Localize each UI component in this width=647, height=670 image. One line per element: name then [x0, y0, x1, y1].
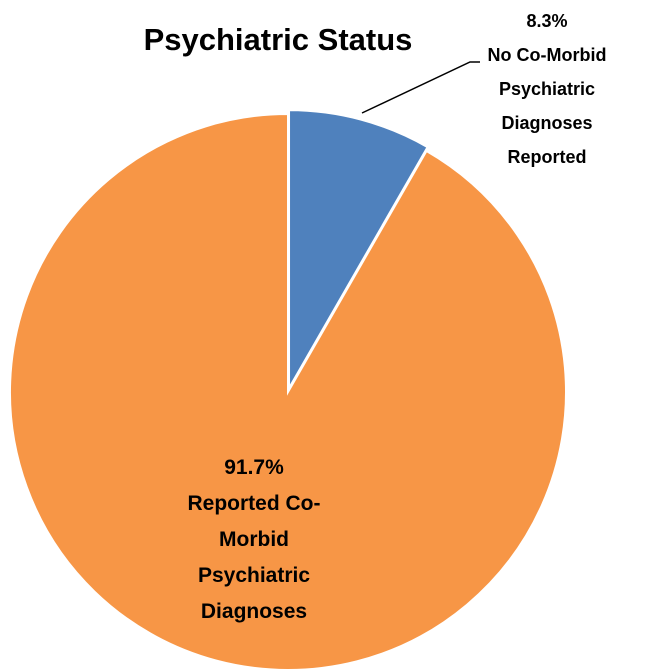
category-label: Reported Co-Morbid Psychiatric Diagnoses — [187, 492, 321, 623]
value-label: 91.7% — [224, 456, 284, 479]
chart-title: Psychiatric Status — [143, 22, 413, 57]
slice-label: 8.3% No Co-Morbid Psychiatric Diagnoses … — [470, 4, 624, 174]
slice-label: 91.7% Reported Co-Morbid Psychiatric Dia… — [176, 450, 332, 630]
pie-slice — [288, 109, 429, 392]
category-label: No Co-Morbid Psychiatric Diagnoses Repor… — [487, 45, 607, 167]
leader-line — [361, 61, 480, 114]
pie-slice — [9, 112, 567, 670]
value-label: 8.3% — [526, 11, 568, 31]
